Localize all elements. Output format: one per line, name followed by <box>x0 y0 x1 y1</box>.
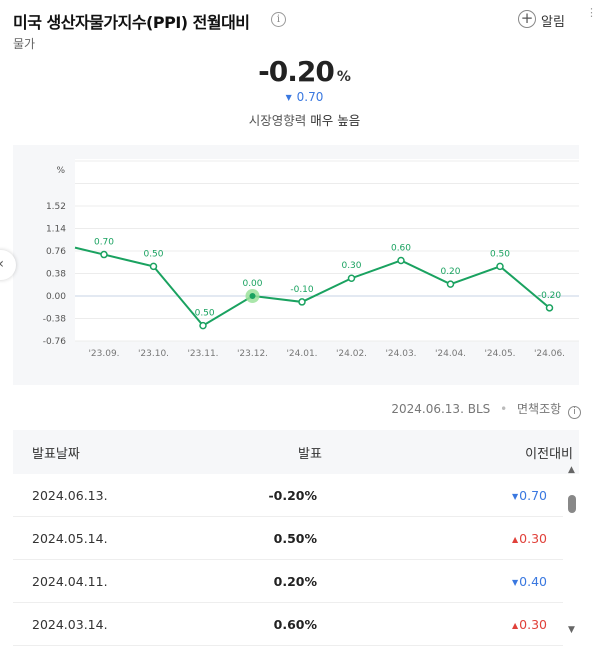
x-tick-label: '23.10. <box>138 349 169 359</box>
data-label: 0.20 <box>440 267 460 277</box>
row-change: ▼0.70 <box>512 488 547 503</box>
y-tick-label: 1.52 <box>46 202 66 212</box>
data-point <box>446 280 455 288</box>
y-tick-label: -0.38 <box>43 315 67 325</box>
plus-icon: + <box>518 10 536 28</box>
table-header: 발표날짜 발표 이전대비 <box>13 430 579 474</box>
data-label: 0.50 <box>143 249 163 259</box>
line-chart: % 1.52 1.14 0.76 0.38 0.00 -0.38 -0.76 '23.09. '2… <box>13 145 579 385</box>
y-tick-label: 0.76 <box>46 247 66 257</box>
up-arrow-icon: ▲ <box>512 621 519 630</box>
scroll-up-icon[interactable]: ▲ <box>568 465 575 475</box>
row-value: 0.60% <box>273 617 317 632</box>
data-label: -0.10 <box>290 285 314 295</box>
source-date: 2024.06.13. <box>391 402 464 416</box>
row-date: 2024.05.14. <box>32 531 108 546</box>
row-change-value: 0.70 <box>519 488 547 503</box>
separator-dot: • <box>500 402 508 416</box>
y-tick-label: 1.14 <box>46 225 66 235</box>
data-label: 0.70 <box>94 238 114 248</box>
data-label: -0.50 <box>191 309 215 319</box>
row-date: 2024.06.13. <box>32 488 108 503</box>
y-tick-label: -0.76 <box>43 337 67 347</box>
table-row: 2024.03.14. 0.60% ▲0.30 <box>13 603 563 646</box>
data-point <box>100 250 108 259</box>
y-tick-label: 0.38 <box>46 270 66 280</box>
up-arrow-icon: ▲ <box>512 535 519 544</box>
table-row: 2024.05.14. 0.50% ▲0.30 <box>13 517 563 560</box>
x-tick-label: '24.03. <box>385 349 416 359</box>
row-change: ▲0.30 <box>512 531 547 546</box>
data-point <box>298 298 306 306</box>
source-line: 2024.06.13. BLS • 면책조항 i <box>391 400 581 419</box>
x-tick-label: '24.02. <box>336 349 367 359</box>
y-axis-unit: % <box>56 166 65 176</box>
data-label: 0.00 <box>242 279 262 289</box>
impact-value: 매우 높음 <box>310 113 361 128</box>
data-point <box>545 304 554 312</box>
row-value: 0.20% <box>273 574 317 589</box>
more-vertical-icon[interactable]: ⋮ <box>586 6 597 19</box>
row-change-value: 0.30 <box>519 531 547 546</box>
row-date: 2024.03.14. <box>32 617 108 632</box>
down-arrow-icon: ▼ <box>285 93 292 102</box>
scroll-down-icon[interactable]: ▼ <box>568 625 575 635</box>
chart-svg: % 1.52 1.14 0.76 0.38 0.00 -0.38 -0.76 '23.09. '2… <box>43 159 579 359</box>
chevron-left-icon: ‹ <box>0 256 4 272</box>
header-change: 이전대비 <box>525 447 573 462</box>
header-date: 발표날짜 <box>32 447 80 462</box>
current-value: -0.20% <box>0 55 609 88</box>
table-row: 2024.06.13. -0.20% ▼0.70 <box>13 474 563 517</box>
row-change-value: 0.40 <box>519 574 547 589</box>
current-value-unit: % <box>336 69 351 85</box>
impact-label: 시장영향력 <box>248 113 307 128</box>
down-arrow-icon: ▼ <box>512 492 519 501</box>
current-value-number: -0.20 <box>258 55 335 88</box>
data-point <box>149 262 158 271</box>
x-tick-label: '24.06. <box>534 349 565 359</box>
data-label: 0.50 <box>490 249 510 259</box>
table-row: 2024.04.11. 0.20% ▼0.40 <box>13 560 563 603</box>
row-value: 0.50% <box>273 531 317 546</box>
market-impact: 시장영향력 매우 높음 <box>0 110 609 129</box>
scroll-thumb[interactable] <box>568 495 576 513</box>
row-change-value: 0.30 <box>519 617 547 632</box>
x-tick-label: '23.09. <box>88 349 119 359</box>
scrollbar[interactable]: ▲ ▼ <box>566 465 579 641</box>
row-change: ▼0.40 <box>512 574 547 589</box>
data-label: 0.30 <box>341 261 361 271</box>
x-tick-label: '23.12. <box>237 349 268 359</box>
data-point <box>199 321 207 330</box>
category-label: 물가 <box>13 37 36 51</box>
plot-area <box>75 159 579 341</box>
data-point <box>249 293 256 299</box>
header-value: 발표 <box>298 447 322 462</box>
y-tick-label: 0.00 <box>46 292 66 302</box>
disclaimer-link[interactable]: 면책조항 <box>517 402 562 416</box>
change-value: 0.70 <box>296 90 324 104</box>
x-tick-label: '24.04. <box>435 349 466 359</box>
release-table: 발표날짜 발표 이전대비 2024.06.13. -0.20% ▼0.70 2024.… <box>13 430 579 654</box>
down-arrow-icon: ▼ <box>512 578 519 587</box>
change-indicator: ▼ 0.70 <box>0 90 609 104</box>
info-icon[interactable]: i <box>568 406 581 419</box>
data-point <box>496 262 504 271</box>
row-change: ▲0.30 <box>512 617 547 632</box>
row-value: -0.20% <box>268 488 317 503</box>
data-label: -0.20 <box>538 291 562 301</box>
data-point <box>347 274 356 282</box>
prev-button[interactable]: ‹ <box>0 250 16 280</box>
page-title: 미국 생산자물가지수(PPI) 전월대비 <box>13 13 250 32</box>
data-label: 0.60 <box>391 243 411 253</box>
row-date: 2024.04.11. <box>32 574 108 589</box>
info-icon[interactable]: i <box>271 12 286 27</box>
alarm-label: 알림 <box>541 15 565 30</box>
x-tick-label: '23.11. <box>187 349 218 359</box>
header: 미국 생산자물가지수(PPI) 전월대비 i + 알림 ⋮ <box>13 6 609 33</box>
x-tick-label: '24.05. <box>484 349 515 359</box>
x-tick-label: '24.01. <box>286 349 317 359</box>
data-point <box>397 256 405 265</box>
source-agency: BLS <box>467 402 491 416</box>
